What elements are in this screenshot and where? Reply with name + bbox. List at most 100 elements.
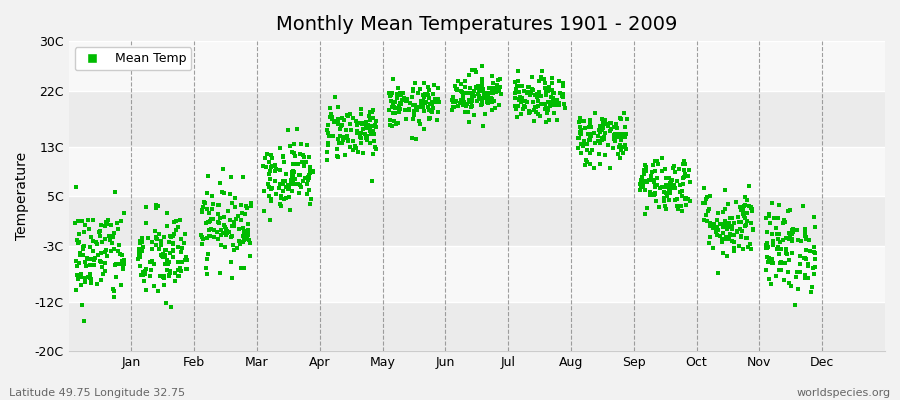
Point — [303, 168, 318, 174]
Point — [446, 104, 461, 110]
Point — [217, 222, 231, 228]
Point — [534, 74, 548, 80]
Point — [773, 259, 788, 265]
Point — [574, 149, 589, 156]
Point — [320, 149, 335, 156]
Point — [472, 84, 486, 90]
Point — [593, 129, 608, 136]
Point — [260, 181, 274, 188]
Point — [473, 102, 488, 108]
Point — [806, 248, 821, 255]
Point — [546, 90, 561, 97]
Point — [721, 220, 735, 226]
Point — [790, 269, 805, 276]
Point — [211, 210, 225, 217]
Point — [464, 98, 479, 105]
Point — [330, 153, 345, 159]
Point — [679, 195, 693, 202]
Point — [784, 283, 798, 290]
Point — [676, 160, 690, 167]
Point — [216, 214, 230, 220]
Point — [166, 231, 181, 237]
Point — [177, 231, 192, 238]
Point — [776, 236, 790, 243]
Point — [677, 158, 691, 164]
Point — [341, 138, 356, 144]
Point — [98, 236, 112, 242]
Point — [210, 229, 224, 235]
Point — [139, 204, 153, 210]
Point — [465, 90, 480, 96]
Point — [240, 221, 255, 227]
Point — [366, 106, 381, 113]
Point — [720, 224, 734, 230]
Point — [490, 85, 504, 91]
Point — [583, 132, 598, 138]
Point — [532, 92, 546, 99]
Point — [338, 152, 353, 158]
Point — [279, 184, 293, 190]
Point — [731, 214, 745, 220]
Point — [195, 204, 210, 210]
Point — [710, 227, 724, 234]
Point — [389, 120, 403, 127]
Point — [224, 275, 238, 282]
Point — [714, 220, 728, 227]
Point — [509, 114, 524, 120]
Point — [634, 175, 649, 182]
Point — [359, 135, 374, 141]
Point — [167, 277, 182, 284]
Point — [112, 241, 127, 248]
Point — [89, 240, 104, 247]
Point — [619, 116, 634, 123]
Point — [162, 233, 176, 240]
Point — [390, 95, 404, 101]
Point — [166, 241, 180, 247]
Point — [716, 250, 730, 256]
Point — [530, 98, 544, 104]
Point — [451, 78, 465, 85]
Point — [82, 256, 96, 262]
Point — [170, 224, 184, 230]
Point — [158, 275, 172, 281]
Point — [276, 153, 291, 160]
Point — [154, 251, 168, 258]
Point — [279, 171, 293, 177]
Point — [614, 135, 628, 141]
Point — [655, 184, 670, 190]
Point — [257, 155, 272, 161]
Point — [808, 250, 823, 256]
Point — [109, 261, 123, 267]
Point — [273, 145, 287, 152]
Point — [354, 135, 368, 142]
Point — [195, 209, 210, 216]
Point — [407, 112, 421, 118]
Point — [785, 226, 799, 233]
Point — [177, 257, 192, 264]
Point — [726, 244, 741, 251]
Point — [724, 224, 738, 230]
Point — [383, 122, 398, 128]
Point — [224, 234, 238, 240]
Point — [603, 164, 617, 171]
Point — [167, 270, 182, 276]
Point — [426, 91, 440, 97]
Point — [356, 121, 370, 127]
Point — [798, 274, 813, 281]
Point — [491, 88, 506, 94]
Point — [175, 245, 189, 252]
Point — [713, 233, 727, 240]
Point — [607, 132, 621, 139]
Point — [98, 246, 112, 253]
Point — [697, 184, 711, 191]
Point — [76, 243, 91, 250]
Point — [93, 233, 107, 239]
Point — [83, 270, 97, 277]
Point — [545, 95, 560, 101]
Point — [403, 100, 418, 106]
Point — [259, 164, 274, 170]
Point — [286, 169, 301, 175]
Point — [781, 230, 796, 236]
Point — [206, 216, 220, 222]
Point — [801, 260, 815, 267]
